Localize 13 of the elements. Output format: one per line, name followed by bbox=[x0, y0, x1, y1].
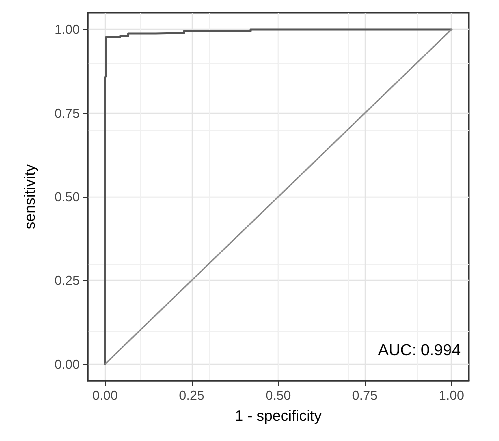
annotation: AUC: 0.994 bbox=[378, 342, 462, 360]
x-tick-label: 1.00 bbox=[439, 388, 464, 403]
x-axis-title: 1 - specificity bbox=[235, 408, 322, 425]
y-tick-label: 0.25 bbox=[54, 273, 80, 288]
y-tick-label: 0.75 bbox=[54, 106, 80, 121]
y-axis-title: sensitivity bbox=[22, 164, 39, 230]
y-tick-label: 0.00 bbox=[54, 356, 80, 372]
x-tick-label: 0.25 bbox=[179, 388, 205, 403]
y-tick-label: 1.00 bbox=[54, 22, 80, 38]
x-tick-label: 0.50 bbox=[266, 388, 292, 403]
x-tick-label: 0.75 bbox=[352, 388, 378, 403]
x-tick-label: 0.00 bbox=[92, 388, 118, 403]
y-tick-label: 0.50 bbox=[54, 190, 80, 204]
